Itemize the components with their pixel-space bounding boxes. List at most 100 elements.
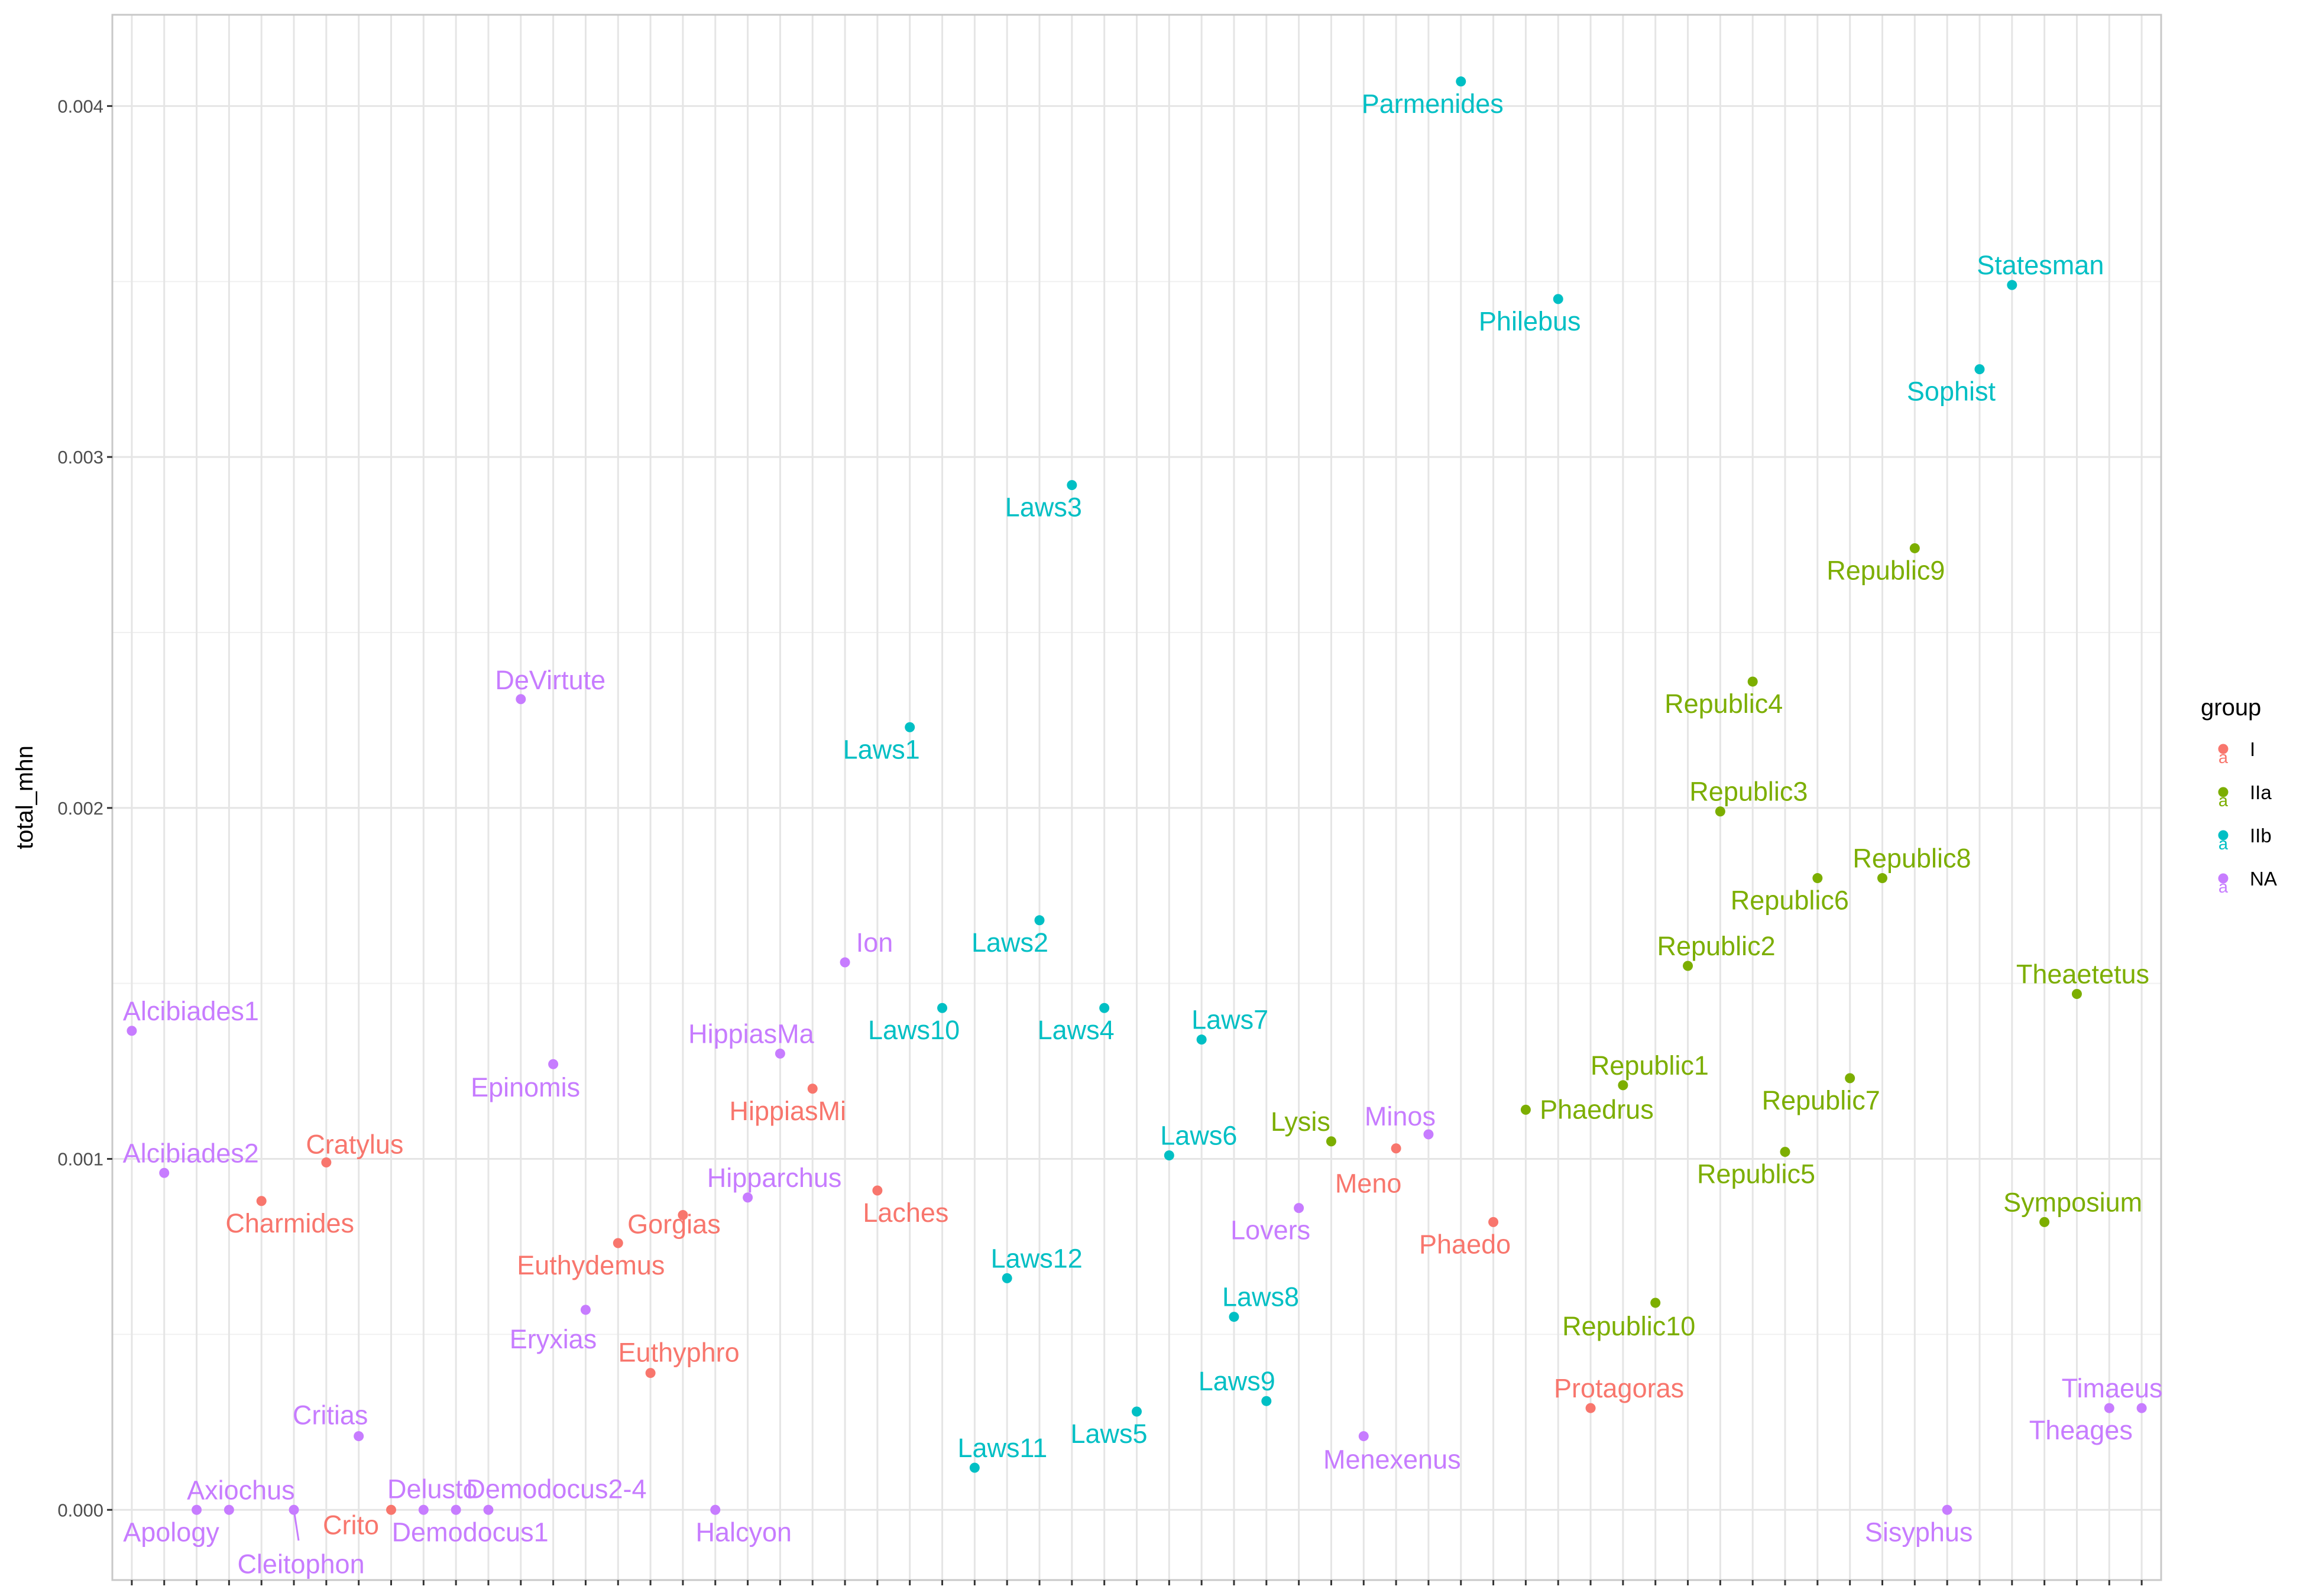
legend-key-point bbox=[2218, 830, 2229, 841]
data-label: Euthyphro bbox=[618, 1338, 740, 1368]
legend-title: group bbox=[2201, 695, 2261, 721]
data-label: Laws1 bbox=[843, 734, 920, 764]
data-label: Demodocus1 bbox=[392, 1517, 549, 1547]
data-point bbox=[1942, 1504, 1952, 1515]
y-tick-label: 0.003 bbox=[57, 447, 103, 468]
data-point bbox=[1326, 1136, 1336, 1147]
data-label: Republic6 bbox=[1731, 885, 1849, 916]
legend-key-glyph: a bbox=[2218, 791, 2229, 810]
legend-key-glyph: a bbox=[2218, 748, 2229, 767]
grid-lines bbox=[112, 15, 2161, 1580]
data-point bbox=[224, 1504, 234, 1515]
data-point bbox=[1164, 1150, 1174, 1161]
data-label: Republic8 bbox=[1852, 844, 1971, 874]
data-point bbox=[1877, 873, 1887, 884]
data-label: Parmenides bbox=[1362, 89, 1504, 119]
data-point bbox=[937, 1003, 948, 1013]
data-point bbox=[548, 1059, 559, 1069]
data-label: Timaeus bbox=[2062, 1373, 2163, 1403]
data-label: Eryxias bbox=[510, 1324, 597, 1354]
data-label: Epinomis bbox=[471, 1072, 580, 1102]
data-label: Protagoras bbox=[1554, 1373, 1684, 1403]
data-label: Republic1 bbox=[1591, 1050, 1709, 1081]
data-label: Alcibiades1 bbox=[123, 996, 259, 1026]
data-point bbox=[1067, 480, 1077, 491]
data-label: Cleitophon bbox=[237, 1549, 364, 1579]
data-label: Laws6 bbox=[1160, 1121, 1237, 1151]
data-label: Lysis bbox=[1271, 1107, 1330, 1137]
data-label: Laws8 bbox=[1222, 1282, 1299, 1312]
y-tick-label: 0.002 bbox=[57, 798, 103, 819]
data-point bbox=[775, 1048, 785, 1059]
data-point bbox=[1553, 294, 1563, 304]
data-point bbox=[1229, 1312, 1239, 1322]
data-label: Republic10 bbox=[1562, 1311, 1695, 1341]
legend-key-point bbox=[2218, 787, 2229, 797]
data-point bbox=[159, 1167, 170, 1178]
data-point bbox=[1715, 806, 1725, 817]
legend-key-point bbox=[2218, 744, 2229, 754]
data-label: Theaetetus bbox=[2016, 959, 2149, 989]
data-label: Republic2 bbox=[1657, 931, 1775, 961]
data-point bbox=[2007, 280, 2017, 290]
data-point bbox=[710, 1504, 721, 1515]
data-point bbox=[1488, 1217, 1499, 1227]
data-point bbox=[1909, 543, 1920, 553]
data-point bbox=[1812, 873, 1823, 884]
data-point bbox=[1456, 76, 1466, 87]
data-label: Republic4 bbox=[1664, 689, 1783, 719]
data-point bbox=[1358, 1431, 1369, 1442]
data-label: Laws9 bbox=[1199, 1366, 1275, 1396]
data-label: Laws5 bbox=[1070, 1419, 1147, 1449]
legend-item-label: IIa bbox=[2250, 781, 2272, 803]
data-point bbox=[354, 1431, 364, 1442]
data-label: DeVirtute bbox=[495, 665, 605, 695]
legend-key-point bbox=[2218, 873, 2229, 884]
legend-item-label: NA bbox=[2250, 868, 2277, 890]
data-point bbox=[1034, 915, 1045, 926]
data-point bbox=[1618, 1080, 1628, 1091]
data-labels: Alcibiades1 Alcibiades2 Apology Axiochus Cha… bbox=[123, 89, 2163, 1579]
data-point bbox=[905, 722, 915, 732]
data-label: Alcibiades2 bbox=[123, 1138, 259, 1168]
legend: group a Ia IIa a IIb a NA bbox=[2201, 695, 2277, 897]
data-point bbox=[1683, 961, 1693, 971]
legend-key-glyph: a bbox=[2218, 878, 2229, 897]
data-label: Philebus bbox=[1479, 306, 1581, 336]
y-axis-title: total_mhn bbox=[12, 745, 38, 849]
data-label: Demodocus2-4 bbox=[466, 1474, 646, 1504]
data-label: Sisyphus bbox=[1865, 1517, 1973, 1547]
data-label: Crito bbox=[323, 1510, 379, 1540]
data-point bbox=[645, 1368, 656, 1378]
data-point bbox=[289, 1504, 299, 1515]
data-point bbox=[1196, 1034, 1207, 1045]
data-label: Laws4 bbox=[1038, 1015, 1115, 1045]
data-label: Laws12 bbox=[991, 1243, 1083, 1273]
legend-item-label: IIb bbox=[2250, 825, 2272, 846]
data-label: Cratylus bbox=[306, 1129, 403, 1159]
data-point bbox=[872, 1185, 883, 1196]
data-label: Laws2 bbox=[971, 927, 1048, 958]
data-label: Theages bbox=[2029, 1415, 2133, 1445]
data-label: Republic7 bbox=[1762, 1085, 1880, 1115]
data-label: Laws7 bbox=[1191, 1005, 1268, 1035]
data-label: Axiochus bbox=[187, 1475, 295, 1505]
y-tick-label: 0.000 bbox=[57, 1500, 103, 1520]
data-label: Phaedo bbox=[1419, 1229, 1511, 1259]
data-label: HippiasMa bbox=[688, 1018, 815, 1049]
data-point bbox=[1650, 1297, 1661, 1308]
data-label: Republic3 bbox=[1689, 777, 1808, 807]
data-point bbox=[451, 1504, 461, 1515]
data-label: Delusto bbox=[387, 1474, 478, 1504]
data-label: Menexenus bbox=[1323, 1445, 1461, 1475]
data-point bbox=[969, 1462, 980, 1473]
data-label: Minos bbox=[1365, 1101, 1436, 1131]
data-label: Euthydemus bbox=[517, 1250, 665, 1280]
data-point bbox=[1099, 1003, 1110, 1013]
data-point bbox=[1002, 1273, 1012, 1283]
data-point bbox=[1391, 1143, 1401, 1154]
data-point bbox=[256, 1196, 267, 1206]
data-label: Lovers bbox=[1230, 1215, 1310, 1245]
y-tick-label: 0.004 bbox=[57, 96, 103, 116]
